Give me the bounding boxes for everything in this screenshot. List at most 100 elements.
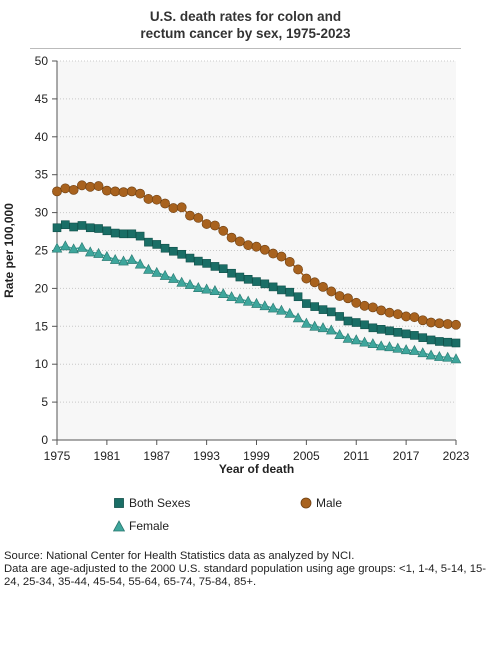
data-point-male bbox=[276, 251, 287, 262]
data-point-both-sexes bbox=[302, 299, 311, 308]
data-point-male bbox=[343, 293, 353, 304]
data-point-female bbox=[68, 243, 79, 254]
data-point-male bbox=[409, 312, 420, 323]
x-tick-label: 2005 bbox=[293, 449, 320, 463]
data-point-female bbox=[442, 351, 453, 362]
data-point-female bbox=[259, 300, 271, 311]
data-point-male bbox=[201, 219, 212, 229]
data-point-female bbox=[217, 288, 229, 299]
data-point-female bbox=[51, 242, 63, 253]
data-point-male bbox=[143, 194, 154, 204]
data-point-female bbox=[350, 334, 362, 345]
data-point-both-sexes bbox=[94, 224, 103, 233]
data-point-male bbox=[118, 187, 129, 198]
data-point-male bbox=[301, 273, 312, 284]
data-point-male bbox=[318, 281, 328, 292]
data-point-both-sexes bbox=[252, 277, 261, 286]
data-point-female bbox=[84, 246, 96, 257]
chart-title-line-2: rectum cancer by sex, 1975-2023 bbox=[140, 26, 351, 41]
data-point-female bbox=[284, 307, 296, 318]
data-point-male bbox=[135, 188, 146, 199]
data-point-male bbox=[442, 319, 453, 329]
data-point-both-sexes bbox=[318, 305, 328, 314]
data-point-female bbox=[425, 349, 437, 360]
data-point-both-sexes bbox=[351, 318, 361, 327]
data-point-both-sexes bbox=[110, 228, 120, 238]
data-point-male bbox=[160, 198, 170, 209]
y-tick-label: 35 bbox=[35, 168, 49, 182]
data-point-male bbox=[52, 186, 62, 197]
source-line-1: Source: National Center for Health Stati… bbox=[4, 550, 355, 562]
data-point-male bbox=[210, 220, 220, 231]
y-tick-label: 15 bbox=[35, 319, 49, 333]
data-point-male bbox=[451, 319, 461, 330]
data-point-female bbox=[384, 341, 395, 352]
data-point-both-sexes bbox=[243, 275, 253, 284]
data-point-both-sexes bbox=[218, 264, 228, 273]
data-point-both-sexes bbox=[52, 223, 62, 233]
data-point-male bbox=[101, 185, 112, 196]
data-point-female bbox=[118, 255, 129, 266]
data-point-male bbox=[426, 317, 436, 328]
title-divider bbox=[30, 48, 461, 49]
x-tick-label: 1999 bbox=[243, 449, 270, 463]
data-point-both-sexes bbox=[227, 268, 236, 278]
data-point-male bbox=[68, 184, 79, 195]
data-point-male bbox=[243, 240, 254, 251]
data-point-female bbox=[101, 250, 113, 261]
data-point-female bbox=[434, 350, 445, 361]
data-point-both-sexes bbox=[410, 331, 419, 340]
data-point-male bbox=[60, 183, 71, 194]
data-point-male bbox=[367, 302, 378, 313]
y-axis-label: Rate per 100,000 bbox=[2, 203, 16, 298]
data-point-both-sexes bbox=[127, 229, 137, 239]
data-point-both-sexes bbox=[268, 282, 278, 292]
data-point-female bbox=[276, 304, 287, 315]
data-point-male bbox=[309, 277, 320, 288]
data-point-female bbox=[409, 344, 420, 355]
data-point-female bbox=[342, 332, 354, 343]
data-point-female bbox=[334, 329, 345, 339]
data-point-male bbox=[376, 305, 387, 316]
data-point-female bbox=[176, 276, 187, 287]
data-point-female bbox=[326, 324, 337, 335]
data-point-female bbox=[93, 247, 104, 258]
data-point-female bbox=[109, 253, 121, 264]
data-point-male bbox=[77, 180, 87, 191]
y-tick-label: 45 bbox=[35, 92, 49, 106]
data-point-both-sexes bbox=[235, 272, 245, 282]
data-point-female bbox=[267, 302, 279, 313]
data-point-female bbox=[417, 347, 429, 358]
data-point-both-sexes bbox=[69, 222, 78, 232]
y-tick-label: 25 bbox=[35, 244, 49, 258]
data-point-male bbox=[234, 236, 245, 247]
data-point-both-sexes bbox=[343, 316, 353, 326]
data-point-male bbox=[392, 309, 403, 320]
data-point-male bbox=[168, 203, 179, 213]
data-point-both-sexes bbox=[360, 320, 369, 330]
x-axis-label: Year of death bbox=[219, 462, 294, 476]
data-point-male bbox=[110, 186, 121, 197]
data-point-both-sexes bbox=[368, 323, 378, 333]
data-point-both-sexes bbox=[102, 226, 112, 236]
data-point-male bbox=[218, 225, 229, 236]
data-point-male bbox=[284, 256, 295, 267]
data-point-both-sexes bbox=[260, 279, 270, 289]
data-point-both-sexes bbox=[310, 302, 319, 311]
data-point-both-sexes bbox=[277, 285, 286, 295]
data-point-male bbox=[193, 213, 204, 223]
data-point-female bbox=[201, 283, 212, 294]
x-tick-label: 1981 bbox=[94, 449, 121, 463]
data-point-female bbox=[151, 266, 163, 277]
data-point-male bbox=[359, 300, 370, 311]
source-line-2: Data are age-adjusted to the 2000 U.S. s… bbox=[4, 563, 487, 588]
data-point-female bbox=[301, 317, 312, 328]
data-point-female bbox=[367, 338, 379, 349]
data-point-both-sexes bbox=[119, 229, 128, 239]
data-point-female bbox=[159, 269, 171, 280]
data-point-both-sexes bbox=[335, 312, 344, 321]
y-tick-label: 20 bbox=[35, 281, 49, 295]
data-point-female bbox=[209, 285, 221, 295]
data-point-female bbox=[234, 293, 246, 304]
data-point-male bbox=[351, 297, 362, 308]
